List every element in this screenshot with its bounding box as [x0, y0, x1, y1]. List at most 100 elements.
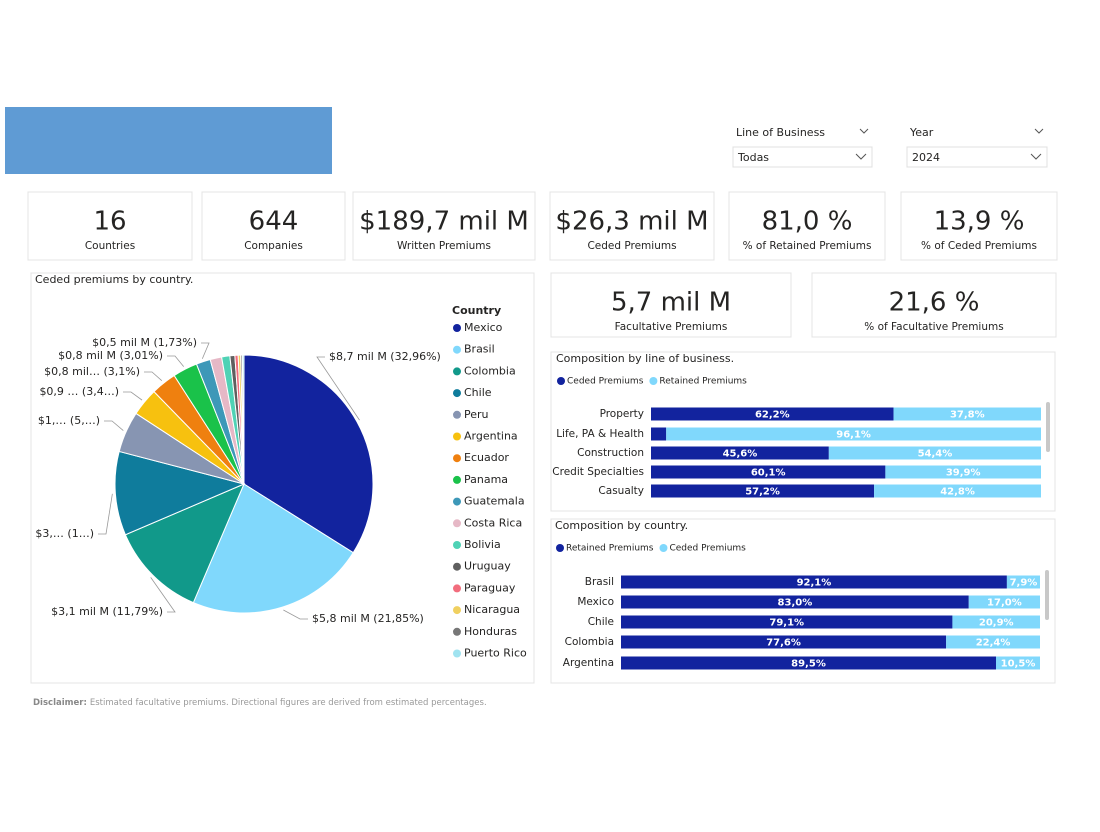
leader-line [150, 577, 176, 613]
leader-line [98, 493, 113, 535]
legend-marker [453, 606, 461, 615]
leader-line [167, 355, 185, 367]
bar-segment [621, 575, 1007, 589]
data-label: 92,1% [797, 578, 832, 589]
scrollbar[interactable] [1045, 570, 1049, 620]
legend-marker [453, 432, 461, 441]
legend-marker [453, 324, 461, 332]
legend-marker [453, 541, 461, 549]
dropdown-value: Todas [737, 151, 769, 164]
pie-slice [192, 483, 354, 614]
disclaimer: Disclaimer: Estimated facultative premium… [33, 698, 487, 708]
data-label: 17,0% [987, 598, 1022, 609]
disclaimer-text: Estimated facultative premiums. Directio… [90, 698, 487, 708]
kpi-label: % of Facultative Premiums [864, 321, 1003, 333]
legend-label: Costa Rica [464, 516, 522, 529]
kpi-card [900, 191, 1058, 261]
bar-segment [666, 427, 1041, 441]
legend-marker [649, 377, 658, 385]
legend-label: Guatemala [464, 495, 525, 508]
bar-segment [874, 484, 1041, 498]
filter-label: Year [909, 126, 934, 139]
y-tick-label: Brasil [585, 576, 614, 588]
data-label: 45,6% [723, 449, 758, 460]
chevron [855, 153, 867, 160]
bar-segment [893, 407, 1041, 421]
y-tick-label: Life, PA & Health [556, 428, 644, 440]
y-tick-label: Casualty [598, 485, 644, 497]
data-label: $3,1 mil M (11,79%) [51, 605, 163, 618]
kpi-value: $189,7 mil M [359, 207, 529, 237]
data-label: $3,… (1…) [35, 527, 94, 540]
legend-marker [453, 367, 461, 376]
dropdown[interactable] [906, 146, 1048, 168]
data-label: $0,9 … (3,4…) [39, 385, 119, 398]
kpi-card [811, 272, 1057, 338]
data-label: 7,9% [1010, 578, 1038, 589]
data-label: 42,8% [940, 487, 975, 498]
kpi-value: 21,6 % [889, 288, 980, 318]
legend-label: Chile [464, 386, 492, 399]
kpi-label: % of Retained Premiums [743, 240, 872, 252]
legend-title: Country [452, 304, 501, 317]
legend-marker [453, 389, 461, 398]
y-tick-label: Property [600, 408, 644, 420]
pie-slice [124, 483, 245, 604]
legend-label: Uruguay [464, 560, 511, 573]
legend-label: Panama [464, 473, 508, 486]
bar-segment [621, 595, 969, 609]
bar-segment [651, 407, 894, 421]
leader-line [104, 420, 124, 431]
kpi-value: 16 [93, 207, 126, 237]
bar-segment [651, 446, 829, 460]
data-label: $0,5 mil M (1,73%) [92, 336, 197, 349]
legend-marker [453, 649, 461, 658]
kpi-label: Written Premiums [397, 240, 491, 252]
legend-label: Ceded Premiums [567, 377, 644, 387]
dropdown[interactable] [732, 146, 873, 168]
legend-marker [453, 627, 461, 636]
leader-line [144, 371, 163, 382]
data-label: 60,1% [751, 468, 786, 479]
scrollbar[interactable] [1046, 402, 1050, 452]
kpi-label: Facultative Premiums [615, 321, 728, 333]
legend-label: Bolivia [464, 538, 501, 551]
legend-label: Brasil [464, 343, 495, 356]
legend-label: Retained Premiums [566, 544, 654, 554]
data-label: $1,… (5,…) [38, 414, 100, 427]
y-tick-label: Construction [577, 447, 644, 459]
kpi-card [201, 191, 346, 261]
kpi-value: 5,7 mil M [611, 288, 731, 318]
data-label: 96,1% [836, 430, 871, 441]
bar-segment [651, 484, 875, 498]
bar-segment [621, 635, 947, 649]
kpi-card [549, 191, 715, 261]
y-tick-label: Credit Specialties [552, 466, 644, 478]
legend-label: Honduras [464, 625, 517, 638]
bar-segment [621, 615, 953, 629]
data-label: 57,2% [745, 487, 780, 498]
chart-title: Ceded premiums by country. [35, 273, 193, 286]
kpi-label: Companies [244, 240, 303, 252]
leader-line [316, 356, 360, 421]
kpi-card [550, 272, 792, 338]
pie-slice [114, 450, 246, 536]
y-tick-label: Colombia [565, 636, 614, 648]
data-label: $5,8 mil M (21,85%) [312, 612, 424, 625]
y-tick-label: Mexico [577, 596, 614, 608]
bar-segment [651, 427, 667, 441]
chevron [859, 128, 869, 134]
legend-label: Retained Premiums [659, 377, 747, 387]
chart-title: Composition by line of business. [556, 352, 734, 365]
kpi-label: Ceded Premiums [587, 240, 676, 252]
legend-label: Ceded Premiums [669, 544, 746, 554]
data-label: 22,4% [976, 638, 1011, 649]
legend-label: Ecuador [464, 451, 509, 464]
chevron [1034, 128, 1044, 134]
legend-label: Paraguay [464, 581, 516, 594]
data-label: 89,5% [791, 659, 826, 670]
legend-marker [453, 519, 461, 528]
legend-label: Nicaragua [464, 603, 520, 616]
kpi-value: 13,9 % [934, 207, 1025, 237]
